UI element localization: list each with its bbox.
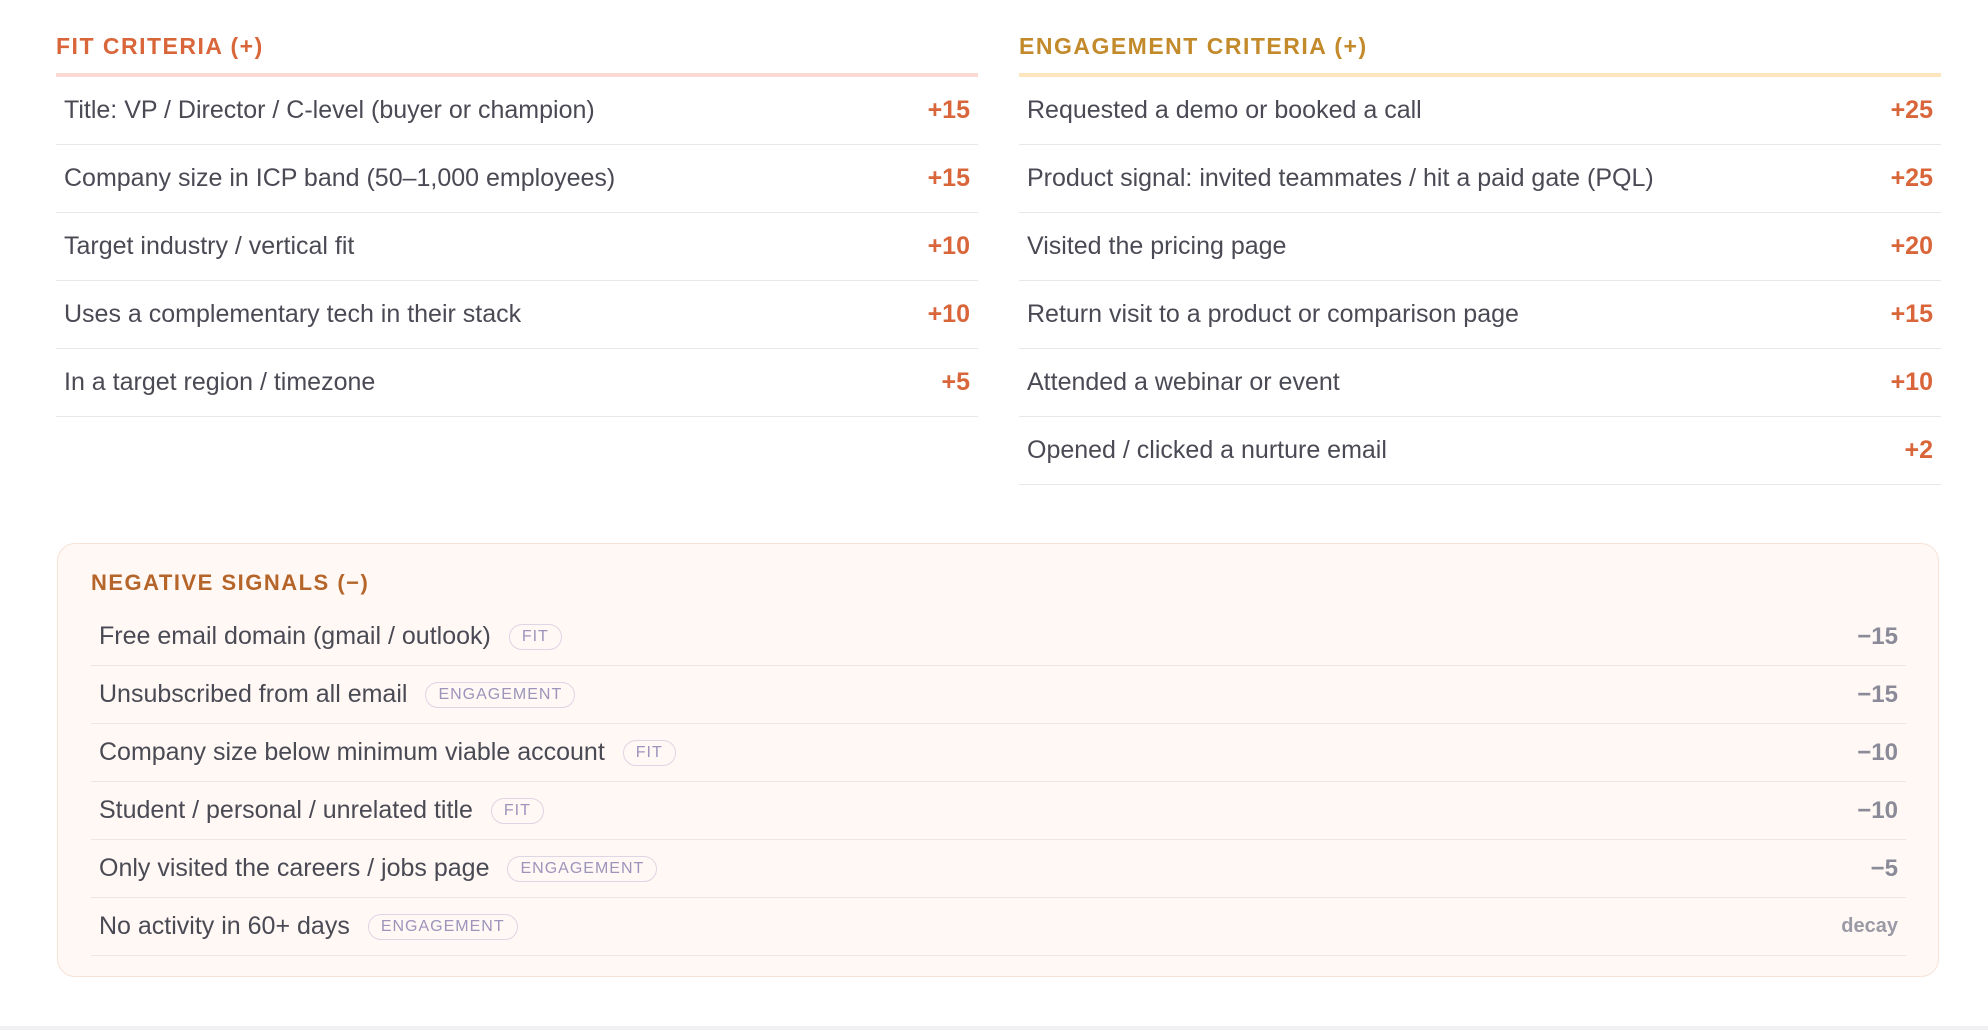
footer-strip — [0, 1026, 1988, 1030]
criteria-row: Uses a complementary tech in their stack… — [56, 281, 978, 349]
points: +5 — [941, 368, 970, 396]
criteria-label: Unsubscribed from all email — [99, 680, 408, 708]
criteria-row: Company size in ICP band (50–1,000 emplo… — [56, 145, 978, 213]
criteria-row: Opened / clicked a nurture email +2 — [1019, 417, 1941, 485]
criteria-row: In a target region / timezone +5 — [56, 349, 978, 417]
criteria-label: Opened / clicked a nurture email — [1027, 436, 1387, 464]
category-tag: ENGAGEMENT — [367, 914, 518, 941]
criteria-row: Unsubscribed from all email ENGAGEMENT −15 — [91, 666, 1906, 724]
criteria-label: Requested a demo or booked a call — [1027, 96, 1422, 124]
points: +15 — [927, 96, 970, 124]
criteria-row: Only visited the careers / jobs page ENGA… — [91, 840, 1906, 898]
criteria-row: Return visit to a product or comparison … — [1019, 281, 1941, 349]
criteria-row: Attended a webinar or event +10 — [1019, 349, 1941, 417]
criteria-label: Student / personal / unrelated title — [99, 796, 473, 824]
criteria-label-wrap: Requested a demo or booked a call — [1027, 96, 1422, 125]
criteria-label: Title: VP / Director / C-level (buyer or… — [64, 96, 595, 124]
points: −5 — [1870, 854, 1898, 882]
category-tag: ENGAGEMENT — [425, 682, 576, 709]
criteria-label-wrap: Target industry / vertical fit — [64, 232, 354, 261]
criteria-row: Requested a demo or booked a call +25 — [1019, 77, 1941, 145]
category-tag: FIT — [508, 624, 562, 651]
engagement-column: ENGAGEMENT CRITERIA (+) Requested a demo… — [1019, 30, 1941, 485]
criteria-label-wrap: Company size in ICP band (50–1,000 emplo… — [64, 164, 615, 193]
criteria-row: Company size below minimum viable accoun… — [91, 724, 1906, 782]
criteria-label: Uses a complementary tech in their stack — [64, 300, 522, 328]
points: decay — [1841, 915, 1898, 937]
points: +10 — [927, 300, 970, 328]
criteria-row: Target industry / vertical fit +10 — [56, 213, 978, 281]
criteria-label: In a target region / timezone — [64, 368, 376, 396]
points: +10 — [1890, 368, 1933, 396]
points: +10 — [927, 232, 970, 260]
category-tag: ENGAGEMENT — [507, 856, 658, 883]
criteria-label: Target industry / vertical fit — [64, 232, 355, 260]
criteria-label: Return visit to a product or comparison … — [1027, 300, 1519, 328]
criteria-label-wrap: No activity in 60+ days ENGAGEMENT — [99, 912, 518, 941]
negative-panel: NEGATIVE SIGNALS (−) Free email domain (… — [57, 543, 1939, 977]
points: +25 — [1890, 96, 1933, 124]
section-title: ENGAGEMENT CRITERIA (+) — [1019, 30, 1941, 77]
category-tag: FIT — [490, 798, 544, 825]
criteria-row: Student / personal / unrelated title FIT −… — [91, 782, 1906, 840]
criteria-label: Product signal: invited teammates / hit … — [1027, 164, 1654, 192]
criteria-label-wrap: Visited the pricing page — [1027, 232, 1286, 261]
points: +2 — [1904, 436, 1933, 464]
points: +15 — [927, 164, 970, 192]
criteria-label-wrap: Company size below minimum viable accoun… — [99, 738, 676, 767]
criteria-label-wrap: Unsubscribed from all email ENGAGEMENT — [99, 680, 576, 709]
points: +20 — [1890, 232, 1933, 260]
criteria-row: Title: VP / Director / C-level (buyer or… — [56, 77, 978, 145]
criteria-row: Free email domain (gmail / outlook) FIT −1… — [91, 608, 1906, 666]
criteria-row: Visited the pricing page +20 — [1019, 213, 1941, 281]
criteria-label: Company size in ICP band (50–1,000 emplo… — [64, 164, 616, 192]
criteria-label: No activity in 60+ days — [99, 912, 350, 940]
criteria-label-wrap: Only visited the careers / jobs page ENGA… — [99, 854, 658, 883]
points: −10 — [1857, 738, 1898, 766]
points: −15 — [1857, 680, 1898, 708]
criteria-label-wrap: Attended a webinar or event — [1027, 368, 1340, 397]
criteria-label-wrap: In a target region / timezone — [64, 368, 375, 397]
section-title: NEGATIVE SIGNALS (−) — [91, 570, 370, 595]
criteria-label: Visited the pricing page — [1027, 232, 1287, 260]
criteria-row: Product signal: invited teammates / hit … — [1019, 145, 1941, 213]
criteria-label: Only visited the careers / jobs page — [99, 854, 490, 882]
points: +15 — [1890, 300, 1933, 328]
criteria-label-wrap: Opened / clicked a nurture email — [1027, 436, 1387, 465]
section-title: FIT CRITERIA (+) — [56, 30, 978, 77]
criteria-label: Company size below minimum viable accoun… — [99, 738, 605, 766]
criteria-label-wrap: Free email domain (gmail / outlook) FIT — [99, 622, 562, 651]
criteria-label-wrap: Title: VP / Director / C-level (buyer or… — [64, 96, 595, 125]
criteria-label-wrap: Uses a complementary tech in their stack — [64, 300, 521, 329]
category-tag: FIT — [622, 740, 676, 767]
points: −10 — [1857, 796, 1898, 824]
fit-column: FIT CRITERIA (+) Title: VP / Director / … — [56, 30, 978, 417]
criteria-label: Free email domain (gmail / outlook) — [99, 622, 491, 650]
criteria-label: Attended a webinar or event — [1027, 368, 1340, 396]
points: +25 — [1890, 164, 1933, 192]
points: −15 — [1857, 622, 1898, 650]
criteria-label-wrap: Product signal: invited teammates / hit … — [1027, 164, 1654, 193]
criteria-label-wrap: Student / personal / unrelated title FIT — [99, 796, 544, 825]
criteria-row: No activity in 60+ days ENGAGEMENT decay — [91, 898, 1906, 956]
criteria-label-wrap: Return visit to a product or comparison … — [1027, 300, 1519, 329]
